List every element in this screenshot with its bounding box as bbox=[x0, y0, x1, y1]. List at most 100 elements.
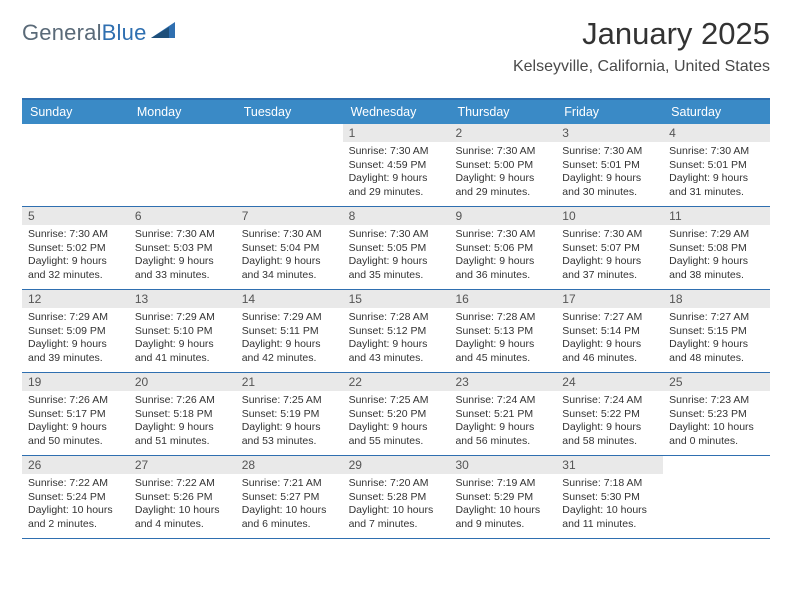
daylight-line-1: Daylight: 9 hours bbox=[669, 338, 764, 352]
sunrise-line: Sunrise: 7:29 AM bbox=[669, 228, 764, 242]
sunrise-line: Sunrise: 7:24 AM bbox=[562, 394, 657, 408]
daylight-line-2: and 9 minutes. bbox=[455, 518, 550, 532]
daylight-line-2: and 51 minutes. bbox=[135, 435, 230, 449]
logo: GeneralBlue bbox=[22, 20, 179, 46]
calendar-cell: 31Sunrise: 7:18 AMSunset: 5:30 PMDayligh… bbox=[556, 456, 663, 538]
daylight-line-2: and 37 minutes. bbox=[562, 269, 657, 283]
daylight-line-2: and 53 minutes. bbox=[242, 435, 337, 449]
weekday-header: Friday bbox=[556, 100, 663, 124]
sunset-line: Sunset: 5:24 PM bbox=[28, 491, 123, 505]
day-number: 22 bbox=[343, 373, 450, 391]
sunrise-line: Sunrise: 7:28 AM bbox=[455, 311, 550, 325]
logo-word-general: General bbox=[22, 20, 102, 45]
daylight-line-2: and 48 minutes. bbox=[669, 352, 764, 366]
daylight-line-1: Daylight: 9 hours bbox=[28, 338, 123, 352]
sunset-line: Sunset: 5:17 PM bbox=[28, 408, 123, 422]
sunrise-line: Sunrise: 7:27 AM bbox=[669, 311, 764, 325]
daylight-line-2: and 6 minutes. bbox=[242, 518, 337, 532]
calendar-cell: 4Sunrise: 7:30 AMSunset: 5:01 PMDaylight… bbox=[663, 124, 770, 206]
sunset-line: Sunset: 5:19 PM bbox=[242, 408, 337, 422]
day-number: 28 bbox=[236, 456, 343, 474]
weekday-header: Sunday bbox=[22, 100, 129, 124]
week-row: ...1Sunrise: 7:30 AMSunset: 4:59 PMDayli… bbox=[22, 124, 770, 207]
day-number: 25 bbox=[663, 373, 770, 391]
daylight-line-2: and 0 minutes. bbox=[669, 435, 764, 449]
sunrise-line: Sunrise: 7:30 AM bbox=[349, 228, 444, 242]
daylight-line-1: Daylight: 9 hours bbox=[135, 255, 230, 269]
sunrise-line: Sunrise: 7:22 AM bbox=[135, 477, 230, 491]
logo-triangle-icon bbox=[151, 20, 179, 45]
daylight-line-1: Daylight: 9 hours bbox=[242, 421, 337, 435]
day-number: 20 bbox=[129, 373, 236, 391]
calendar-cell: 1Sunrise: 7:30 AMSunset: 4:59 PMDaylight… bbox=[343, 124, 450, 206]
sunset-line: Sunset: 5:08 PM bbox=[669, 242, 764, 256]
daylight-line-2: and 11 minutes. bbox=[562, 518, 657, 532]
calendar-cell: 30Sunrise: 7:19 AMSunset: 5:29 PMDayligh… bbox=[449, 456, 556, 538]
day-number: 18 bbox=[663, 290, 770, 308]
daylight-line-1: Daylight: 10 hours bbox=[669, 421, 764, 435]
calendar-cell: 28Sunrise: 7:21 AMSunset: 5:27 PMDayligh… bbox=[236, 456, 343, 538]
sunset-line: Sunset: 5:20 PM bbox=[349, 408, 444, 422]
day-number: 7 bbox=[236, 207, 343, 225]
daylight-line-1: Daylight: 9 hours bbox=[562, 172, 657, 186]
daylight-line-1: Daylight: 9 hours bbox=[455, 255, 550, 269]
daylight-line-2: and 31 minutes. bbox=[669, 186, 764, 200]
sunrise-line: Sunrise: 7:30 AM bbox=[562, 145, 657, 159]
daylight-line-1: Daylight: 9 hours bbox=[28, 255, 123, 269]
sunrise-line: Sunrise: 7:29 AM bbox=[135, 311, 230, 325]
sunset-line: Sunset: 5:03 PM bbox=[135, 242, 230, 256]
calendar-cell-empty: . bbox=[22, 124, 129, 206]
daylight-line-1: Daylight: 10 hours bbox=[28, 504, 123, 518]
sunset-line: Sunset: 5:10 PM bbox=[135, 325, 230, 339]
sunset-line: Sunset: 5:23 PM bbox=[669, 408, 764, 422]
sunrise-line: Sunrise: 7:30 AM bbox=[242, 228, 337, 242]
day-number: 13 bbox=[129, 290, 236, 308]
sunset-line: Sunset: 5:27 PM bbox=[242, 491, 337, 505]
daylight-line-1: Daylight: 9 hours bbox=[455, 421, 550, 435]
daylight-line-2: and 39 minutes. bbox=[28, 352, 123, 366]
daylight-line-2: and 2 minutes. bbox=[28, 518, 123, 532]
calendar-body: ...1Sunrise: 7:30 AMSunset: 4:59 PMDayli… bbox=[22, 124, 770, 539]
sunrise-line: Sunrise: 7:30 AM bbox=[455, 228, 550, 242]
calendar-cell: 13Sunrise: 7:29 AMSunset: 5:10 PMDayligh… bbox=[129, 290, 236, 372]
daylight-line-1: Daylight: 10 hours bbox=[455, 504, 550, 518]
calendar-cell: 19Sunrise: 7:26 AMSunset: 5:17 PMDayligh… bbox=[22, 373, 129, 455]
daylight-line-1: Daylight: 9 hours bbox=[242, 338, 337, 352]
calendar-cell-empty: . bbox=[129, 124, 236, 206]
daylight-line-2: and 45 minutes. bbox=[455, 352, 550, 366]
day-number: 11 bbox=[663, 207, 770, 225]
day-number: 31 bbox=[556, 456, 663, 474]
day-number: 27 bbox=[129, 456, 236, 474]
daylight-line-2: and 42 minutes. bbox=[242, 352, 337, 366]
sunrise-line: Sunrise: 7:26 AM bbox=[28, 394, 123, 408]
sunset-line: Sunset: 5:09 PM bbox=[28, 325, 123, 339]
daylight-line-2: and 29 minutes. bbox=[455, 186, 550, 200]
sunrise-line: Sunrise: 7:27 AM bbox=[562, 311, 657, 325]
daylight-line-1: Daylight: 9 hours bbox=[135, 421, 230, 435]
daylight-line-1: Daylight: 9 hours bbox=[455, 172, 550, 186]
day-number: 26 bbox=[22, 456, 129, 474]
daylight-line-2: and 38 minutes. bbox=[669, 269, 764, 283]
sunrise-line: Sunrise: 7:26 AM bbox=[135, 394, 230, 408]
sunrise-line: Sunrise: 7:30 AM bbox=[349, 145, 444, 159]
sunset-line: Sunset: 5:15 PM bbox=[669, 325, 764, 339]
sunset-line: Sunset: 5:02 PM bbox=[28, 242, 123, 256]
week-row: 12Sunrise: 7:29 AMSunset: 5:09 PMDayligh… bbox=[22, 290, 770, 373]
sunset-line: Sunset: 5:12 PM bbox=[349, 325, 444, 339]
sunrise-line: Sunrise: 7:30 AM bbox=[28, 228, 123, 242]
calendar-cell: 21Sunrise: 7:25 AMSunset: 5:19 PMDayligh… bbox=[236, 373, 343, 455]
day-number: 5 bbox=[22, 207, 129, 225]
daylight-line-2: and 36 minutes. bbox=[455, 269, 550, 283]
sunrise-line: Sunrise: 7:22 AM bbox=[28, 477, 123, 491]
calendar-cell: 5 Sunrise: 7:30 AMSunset: 5:02 PMDaylight… bbox=[22, 207, 129, 289]
weekday-header: Saturday bbox=[663, 100, 770, 124]
daylight-line-1: Daylight: 9 hours bbox=[349, 172, 444, 186]
day-number: 19 bbox=[22, 373, 129, 391]
calendar-cell: 26 Sunrise: 7:22 AMSunset: 5:24 PMDayligh… bbox=[22, 456, 129, 538]
calendar-table: SundayMondayTuesdayWednesdayThursdayFrid… bbox=[22, 98, 770, 539]
logo-word-blue: Blue bbox=[102, 20, 147, 45]
daylight-line-1: Daylight: 10 hours bbox=[562, 504, 657, 518]
sunrise-line: Sunrise: 7:24 AM bbox=[455, 394, 550, 408]
day-number: 17 bbox=[556, 290, 663, 308]
daylight-line-1: Daylight: 9 hours bbox=[669, 255, 764, 269]
